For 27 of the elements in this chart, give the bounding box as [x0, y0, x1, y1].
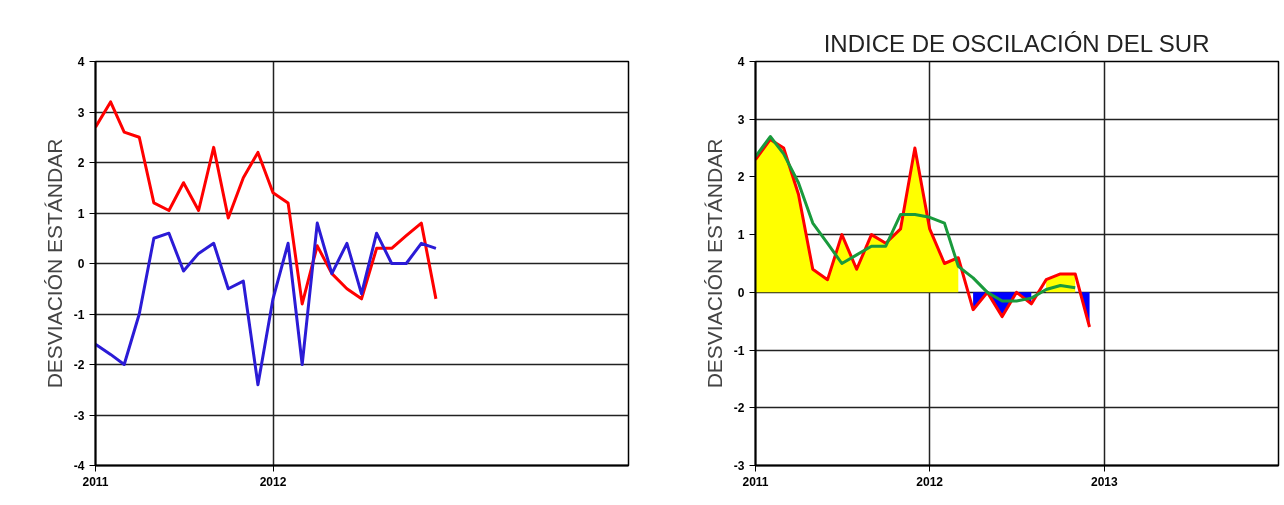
y-tick-label: 1 [737, 228, 745, 243]
y-tick-label: 3 [737, 112, 745, 127]
x-tick-label: 2013 [1090, 474, 1118, 489]
y-tick-label: 2 [737, 170, 745, 185]
y-tick-label: 0 [737, 285, 745, 300]
y-tick-label: -2 [73, 358, 85, 372]
chart-title: INDICE DE OSCILACIÓN DEL SUR [823, 29, 1210, 57]
y-axis-title: DESVIACIÓN ESTÁNDAR [702, 138, 726, 389]
x-tick-label: 2012 [916, 474, 944, 489]
y-tick-label: 4 [77, 55, 85, 69]
y-tick-label: 0 [77, 257, 85, 271]
y-tick-label: -3 [73, 408, 85, 423]
y-tick-label: -4 [73, 459, 85, 473]
line-series [95, 100, 438, 306]
y-tick-label: 1 [77, 206, 85, 221]
y-tick-label: -3 [733, 459, 745, 473]
y-tick-label: 3 [77, 105, 85, 120]
x-tick-label: 2011 [742, 474, 769, 489]
y-axis-title: DESVIACIÓN ESTÁNDAR [42, 138, 66, 389]
x-tick-label: 2012 [259, 474, 287, 489]
y-tick-label: 2 [77, 156, 85, 170]
y-tick-label: -1 [73, 307, 85, 322]
y-tick-label: -2 [733, 401, 745, 416]
line-series [95, 221, 438, 387]
y-tick-label: -1 [733, 343, 745, 358]
y-tick-label: 4 [737, 55, 745, 69]
x-tick-label: 2011 [82, 474, 109, 489]
